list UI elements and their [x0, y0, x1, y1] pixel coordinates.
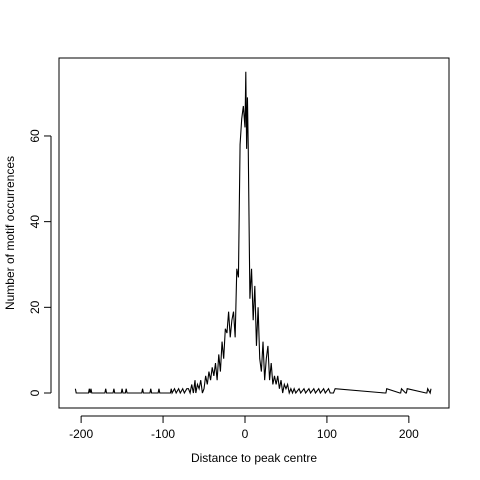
y-tick-label: 0 [28, 389, 42, 396]
x-tick-label: -100 [151, 427, 175, 441]
x-tick-label: 100 [317, 427, 337, 441]
data-line [74, 71, 432, 396]
x-axis-label: Distance to peak centre [191, 451, 317, 465]
y-tick-label: 20 [28, 300, 42, 314]
y-tick-label: 60 [28, 129, 42, 143]
x-tick-label: 200 [399, 427, 419, 441]
y-tick-label: 40 [28, 215, 42, 229]
x-tick-label: -200 [69, 427, 93, 441]
y-axis-label: Number of motif occurrences [3, 156, 17, 310]
plot-box [58, 57, 450, 409]
x-tick-label: 0 [242, 427, 249, 441]
